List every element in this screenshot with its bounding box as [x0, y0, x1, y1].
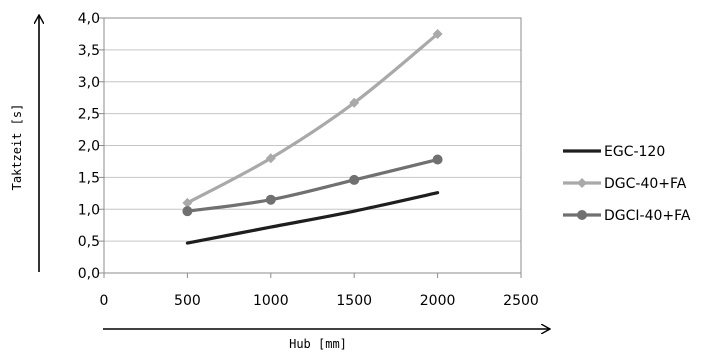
legend-item: DGC-40+FA	[563, 176, 687, 192]
data-point	[433, 155, 443, 165]
x-tick-label: 2500	[503, 293, 539, 309]
y-tick-label: 1,5	[78, 170, 100, 186]
x-tick-labels: 0 500 1000 1500 2000 2500	[100, 293, 539, 309]
x-tick-label: 2000	[420, 293, 456, 309]
data-point	[266, 195, 276, 205]
x-tick-label: 500	[174, 293, 201, 309]
legend: EGC-120 DGC-40+FA DGCI-40+FA	[563, 144, 691, 224]
y-tick-label: 1,0	[78, 202, 100, 218]
y-tick-label: 3,0	[78, 75, 100, 91]
legend-item: EGC-120	[563, 144, 665, 160]
y-tick-label: 0,5	[78, 234, 100, 250]
series-egc-120	[187, 193, 437, 243]
legend-label: DGCI-40+FA	[604, 208, 691, 224]
legend-marker	[577, 178, 587, 188]
y-tick-labels: 0,0 0,5 1,0 1,5 2,0 2,5 3,0 3,5 4,0	[78, 11, 100, 282]
y-axis-title: Taktzeit [s]	[10, 104, 24, 191]
x-tick-label: 1500	[336, 293, 372, 309]
legend-marker	[577, 210, 587, 220]
y-tick-label: 0,0	[78, 266, 100, 282]
x-tick-label: 1000	[253, 293, 289, 309]
legend-item: DGCI-40+FA	[563, 208, 691, 224]
data-point	[349, 175, 359, 185]
data-point	[182, 206, 192, 216]
legend-label: DGC-40+FA	[604, 176, 687, 192]
series-lines	[182, 29, 442, 243]
y-tick-label: 3,5	[78, 43, 100, 59]
x-axis-title: Hub [mm]	[289, 337, 347, 351]
series-line	[187, 160, 437, 212]
series-dgc-40-fa	[182, 29, 442, 208]
x-tick-label: 0	[100, 293, 109, 309]
y-tick-label: 2,0	[78, 139, 100, 155]
grid	[99, 18, 521, 278]
y-tick-label: 2,5	[78, 107, 100, 123]
y-tick-label: 4,0	[78, 11, 100, 27]
series-line	[187, 193, 437, 243]
legend-label: EGC-120	[604, 144, 665, 160]
